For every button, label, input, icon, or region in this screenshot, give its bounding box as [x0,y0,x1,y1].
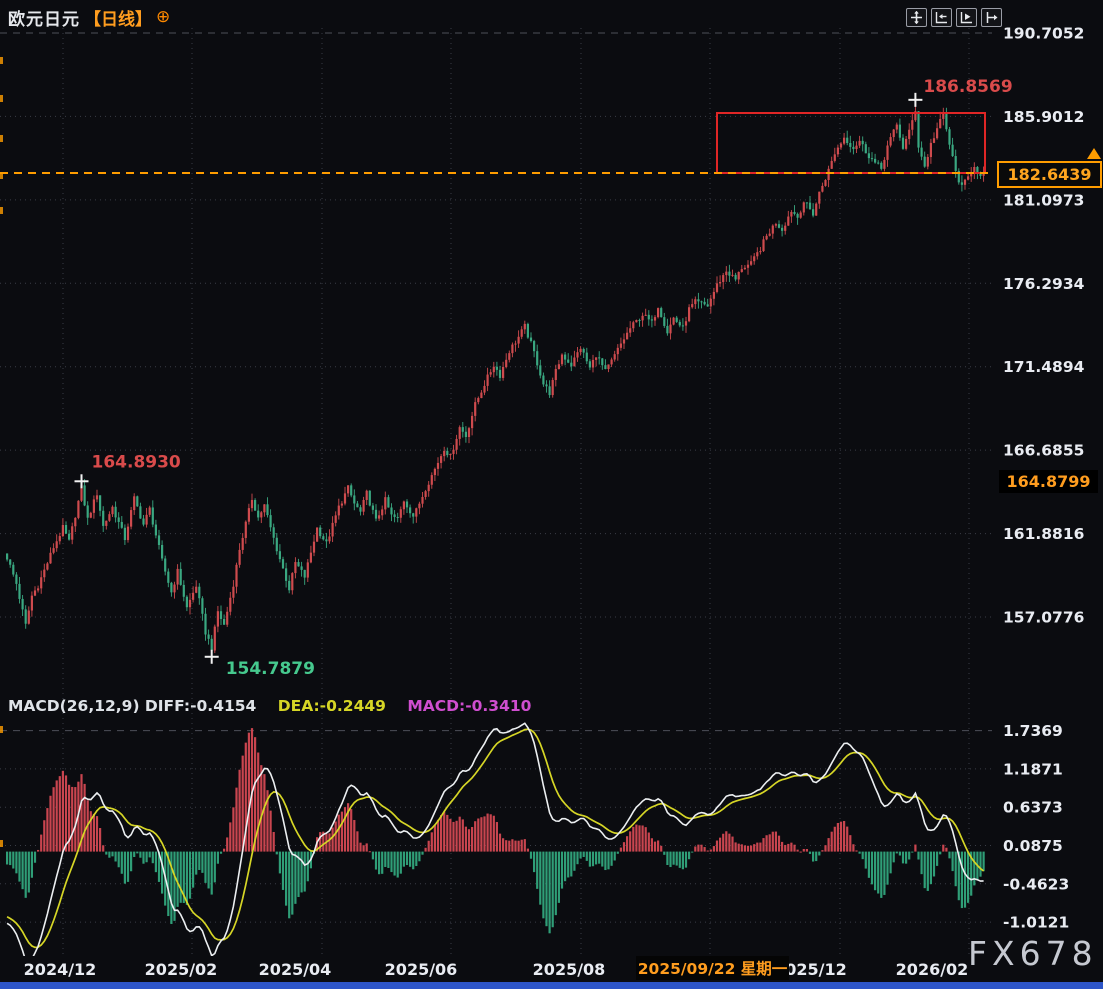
left-axis-fragment [0,172,3,179]
macd-axis-label: 1.7369 [1003,722,1063,740]
titlebar: 欧元日元 【日线】 ⊕ [8,5,171,31]
extreme-marker [74,474,89,489]
x-axis-label: 2025/02 [145,960,218,979]
pan-button[interactable] [906,8,927,27]
macd-pane [6,722,985,956]
left-axis-fragment [0,95,3,102]
extreme-price-label: 186.8569 [923,77,1012,97]
chart-toolbar [906,8,1002,27]
macd-header: MACD(26,12,9) DIFF:-0.4154 DEA:-0.2449 M… [8,697,531,715]
add-indicator-icon[interactable]: ⊕ [156,7,171,27]
consolidation-box [716,112,986,175]
macd-dea-value: DEA:-0.2449 [277,697,386,715]
x-axis-label: 2025/04 [259,960,332,979]
diff-line [6,722,984,956]
fx678-watermark: FX678 [968,934,1098,973]
macd-axis-label: -1.0121 [1003,914,1069,932]
symbol-title: 欧元日元 [8,10,80,30]
left-axis-fragment [0,207,3,214]
price-axis-label: 176.2934 [1003,275,1085,293]
x-axis-label: 2025/08 [533,960,606,979]
pan-icon [911,11,922,24]
x-axis-label: 2025/06 [385,960,458,979]
expand-axis-icon [960,12,972,24]
bottom-blue-bar [0,982,1103,989]
macd-axis-label: 0.6373 [1003,799,1063,817]
price-axis-label: 166.6855 [1003,442,1084,460]
price-axis-label: 185.9012 [1003,108,1084,126]
macd-title-diff-value: MACD(26,12,9) DIFF:-0.4154 [8,697,257,715]
macd-axis-label: 1.1871 [1003,760,1063,778]
x-axis-label: 2026/02 [896,960,969,979]
macd-axis-label: -0.4623 [1003,875,1069,893]
compress-axis-icon [935,12,947,24]
price-axis-label: 157.0776 [1003,609,1084,627]
x-axis-label: 2024/12 [24,960,97,979]
macd-macd-value: MACD:-0.3410 [407,697,532,715]
x-axis-label: 025/12 [785,960,847,979]
left-axis-fragment [0,726,3,733]
expand-axis-button[interactable] [956,8,977,27]
candlesticks [6,99,985,657]
price-up-arrow-icon [1087,148,1101,159]
left-axis-fragment [0,135,3,142]
compress-axis-button[interactable] [931,8,952,27]
price-axis-label: 161.8816 [1003,525,1084,543]
level-price-badge: 164.8799 [999,470,1098,493]
extreme-marker [908,92,923,107]
current-price-badge: 182.6439 [997,161,1102,188]
timeframe-label: 【日线】 [84,10,152,30]
price-axis-label: 181.0973 [1003,191,1084,209]
macd-axis-label: 0.0875 [1003,837,1063,855]
crosshair-date-badge: 2025/09/22 星期一 [636,956,789,980]
left-axis-fragment [0,57,3,64]
exit-axis-icon [986,12,998,23]
exit-axis-button[interactable] [981,8,1002,27]
extreme-price-label: 154.7879 [226,659,315,679]
extreme-price-label: 164.8930 [92,452,181,472]
left-axis-fragment [0,840,3,847]
extreme-marker [204,649,219,664]
price-axis-label: 171.4894 [1003,358,1085,376]
price-axis-label: 190.7052 [1003,25,1084,43]
